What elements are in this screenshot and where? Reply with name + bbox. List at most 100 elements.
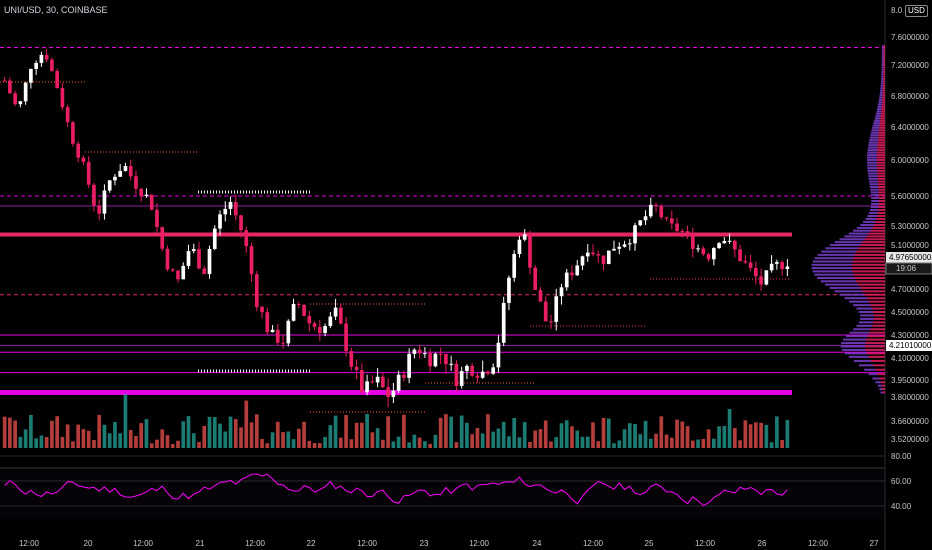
volume-profile-bar	[883, 45, 885, 48]
volume-profile-bar	[874, 117, 881, 120]
volume-bar	[197, 441, 201, 448]
candle-body	[706, 254, 711, 260]
currency-badge[interactable]: USD	[905, 5, 928, 17]
candle-body	[475, 375, 480, 378]
volume-profile-bar	[880, 89, 883, 92]
candle-body	[354, 366, 359, 371]
volume-bar	[680, 421, 685, 448]
volume-bar	[491, 431, 496, 448]
candle-body	[769, 263, 774, 271]
x-axis-label: 20	[84, 539, 93, 548]
candle-body	[785, 266, 790, 270]
volume-profile-bar	[870, 131, 879, 134]
volume-bar	[186, 416, 191, 448]
volume-profile-bar	[878, 197, 885, 199]
volume-bar	[701, 439, 706, 448]
volume-profile-bar	[820, 280, 857, 283]
candle-body	[333, 307, 338, 317]
volume-bar	[328, 425, 333, 448]
volume-profile-bar	[876, 161, 885, 164]
candle-body	[638, 220, 643, 226]
x-axis-label: 12:00	[583, 539, 604, 548]
volume-bar	[76, 424, 81, 448]
volume-bar	[71, 441, 75, 448]
candle-body	[570, 272, 574, 276]
volume-profile-bar	[875, 221, 885, 223]
volume-profile-bar	[853, 229, 871, 232]
volume-bar	[223, 431, 228, 448]
volume-profile-bar	[817, 253, 855, 256]
volume-profile-bar	[877, 141, 885, 144]
volume-profile-bar	[881, 105, 885, 108]
y-axis-label: 5.1000000	[891, 241, 929, 250]
volume-profile-bar	[877, 108, 882, 111]
volume-profile-bar	[872, 124, 880, 127]
volume-bar	[2, 416, 7, 448]
volume-profile-bar	[854, 277, 885, 279]
volume-bar	[402, 414, 406, 448]
candle-body	[423, 353, 427, 355]
volume-bar	[769, 442, 774, 448]
y-axis-label: 4.5000000	[891, 308, 929, 317]
volume-profile-bar	[876, 154, 885, 157]
volume-bar	[44, 437, 49, 448]
volume-bar	[675, 419, 679, 448]
volume-profile-bar	[879, 126, 885, 129]
volume-profile-bar	[881, 51, 884, 54]
volume-profile-bar	[877, 149, 885, 152]
volume-profile-bar	[879, 124, 885, 127]
volume-profile-bar	[814, 257, 854, 260]
volume-bar	[291, 439, 296, 448]
candle-body	[743, 261, 748, 263]
volume-profile-bar	[859, 364, 874, 367]
volume-profile-bar	[876, 164, 885, 167]
volume-profile-bar	[853, 273, 885, 276]
candle-body	[775, 262, 779, 264]
rsi-axis-label: 60.00	[891, 477, 912, 486]
volume-profile-bar	[872, 307, 885, 310]
y-axis-label: 7.6000000	[891, 33, 929, 42]
candle-body	[402, 374, 406, 378]
x-axis-label: 22	[307, 539, 316, 548]
volume-profile-bar	[870, 229, 885, 232]
volume-bar	[165, 435, 170, 448]
candle-body	[754, 267, 758, 277]
candle-body	[212, 228, 217, 249]
volume-profile-bar	[862, 290, 885, 293]
volume-profile-bar	[856, 226, 873, 229]
countdown-tag	[885, 262, 932, 275]
volume-bar	[339, 437, 343, 448]
volume-bar	[181, 421, 186, 448]
volume-profile-bar	[867, 156, 877, 159]
volume-profile-bar	[881, 53, 884, 56]
volume-profile-bar	[877, 169, 885, 172]
volume-profile-bar	[882, 89, 885, 92]
candle-body	[34, 62, 38, 69]
volume-bar	[627, 423, 632, 448]
volume-profile-bar	[871, 197, 879, 199]
volume-profile-bar	[883, 75, 885, 78]
candle-body	[307, 315, 312, 324]
candle-body	[722, 241, 727, 244]
x-axis-label: 27	[870, 539, 879, 548]
candle-body	[249, 246, 254, 275]
volume-profile-bar	[879, 94, 883, 97]
volume-profile-bar	[821, 250, 857, 253]
candle-body	[585, 252, 590, 257]
volume-profile-bar	[853, 257, 885, 260]
volume-bar	[381, 439, 385, 448]
volume-profile-bar	[868, 177, 878, 180]
volume-bar	[270, 432, 275, 448]
candle-body	[97, 205, 102, 214]
candle-body	[92, 184, 96, 206]
candle-body	[596, 254, 601, 256]
candle-body	[711, 248, 716, 260]
volume-profile-bar	[848, 232, 869, 235]
volume-profile-bar	[864, 368, 876, 371]
candle-body	[486, 371, 490, 374]
volume-profile-bar	[839, 238, 865, 241]
volume-profile-bar	[856, 250, 885, 253]
volume-bar	[496, 428, 501, 448]
